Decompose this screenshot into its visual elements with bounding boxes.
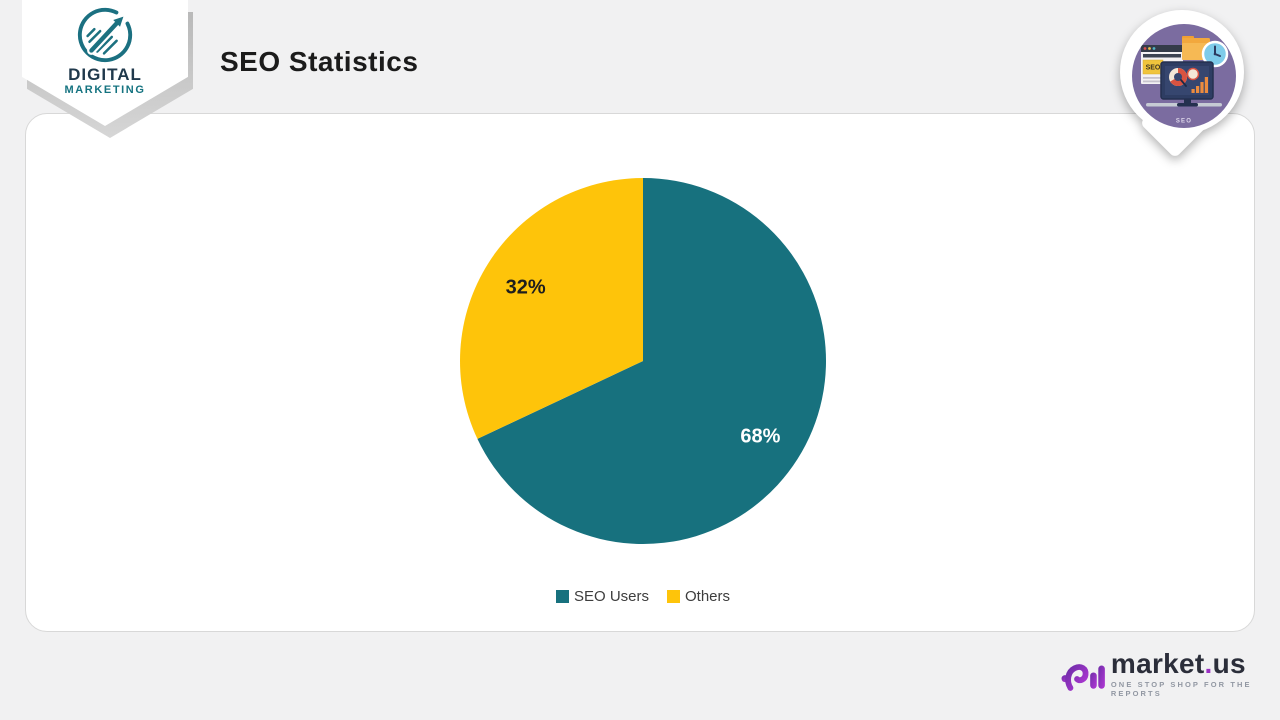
clock-icon <box>1201 40 1229 68</box>
seo-pin-badge: SEO <box>1118 6 1246 164</box>
seo-illustration: SEO <box>1141 36 1229 125</box>
marketus-logo: market.us ONE STOP SHOP FOR THE REPORTS <box>1060 650 1280 698</box>
browser-seo-label: SEO <box>1146 65 1161 72</box>
marketus-logo-mark-icon <box>1061 664 1105 691</box>
pie-slice-others[interactable] <box>460 178 643 439</box>
pin-inner-circle: SEO <box>1132 24 1236 128</box>
badge-ribbon: DIGITAL MARKETING <box>22 0 188 126</box>
legend-label: Others <box>685 588 731 605</box>
brand-name-line2: MARKETING <box>64 84 146 96</box>
pie-chart: 68% 32% <box>460 178 827 544</box>
digital-marketing-logo-icon <box>77 7 133 63</box>
wordmark-post: us <box>1212 648 1246 679</box>
legend-swatch <box>555 590 569 603</box>
pie-slice-label: 32% <box>506 277 546 299</box>
legend-item-seo-users[interactable]: SEO Users <box>555 588 649 605</box>
chart-legend: SEO Users Others <box>453 588 833 605</box>
marketus-tagline: ONE STOP SHOP FOR THE REPORTS <box>1110 680 1252 698</box>
pin-circle: SEO <box>1120 10 1244 134</box>
pin-caption: SEO <box>1176 119 1192 125</box>
wordmark-dot: . <box>1204 648 1213 679</box>
legend-item-others[interactable]: Others <box>667 588 730 605</box>
pie-slice-seo-users[interactable] <box>477 178 827 544</box>
marketus-wordmark: market.us <box>1111 650 1280 678</box>
wordmark-pre: market <box>1110 648 1205 679</box>
brand-name-line1: DIGITAL <box>68 65 142 84</box>
digital-marketing-badge: DIGITAL MARKETING <box>22 0 193 140</box>
legend-label: SEO Users <box>573 588 649 605</box>
page-title: SEO Statistics <box>220 46 419 77</box>
marketus-text-block: market.us ONE STOP SHOP FOR THE REPORTS <box>1110 650 1280 699</box>
monitor-icon <box>1160 61 1214 107</box>
legend-swatch <box>667 590 680 603</box>
pie-slice-label: 68% <box>740 426 780 448</box>
